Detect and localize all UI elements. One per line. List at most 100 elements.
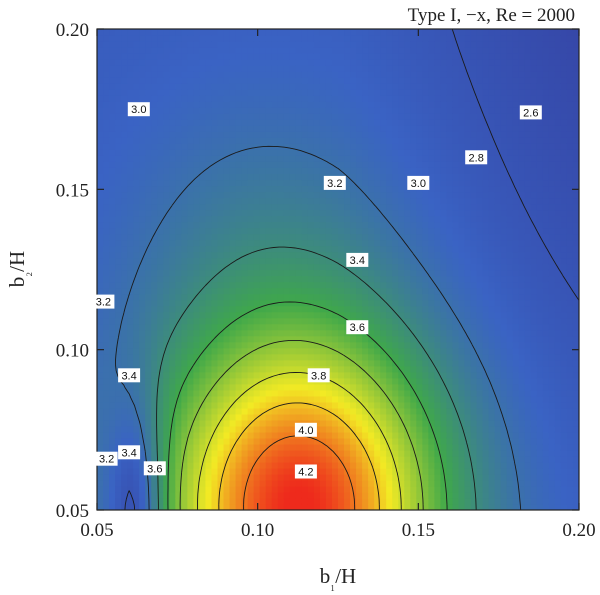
heat-cell (362, 365, 369, 373)
heat-cell (235, 395, 243, 403)
heat-cell (283, 209, 291, 217)
heat-cell (386, 41, 393, 48)
heat-cell (205, 503, 213, 510)
heat-cell (205, 497, 213, 505)
heat-cell (157, 479, 164, 487)
heat-cell (241, 497, 249, 505)
heat-cell (145, 365, 152, 373)
heat-cell (368, 467, 375, 475)
heat-cell (187, 167, 195, 174)
heat-cell (458, 479, 466, 487)
heat-cell (380, 263, 387, 271)
heat-cell (211, 83, 219, 90)
heat-cell (283, 149, 291, 156)
heat-cell (356, 497, 363, 505)
heat-cell (229, 311, 237, 319)
heat-cell (259, 329, 267, 337)
heat-cell (458, 227, 466, 235)
heat-cell (127, 431, 134, 439)
heat-cell (259, 137, 267, 144)
heat-cell (211, 455, 219, 463)
heat-cell (157, 395, 164, 403)
heat-cell (181, 491, 189, 499)
heat-cell (175, 407, 183, 415)
heat-cell (470, 497, 478, 505)
heat-cell (205, 47, 213, 54)
heat-cell (115, 65, 122, 72)
heat-cell (145, 83, 152, 90)
heat-cell (271, 41, 279, 48)
heat-cell (265, 347, 273, 355)
heat-cell (259, 95, 267, 102)
heat-cell (428, 71, 436, 78)
heat-cell (121, 227, 128, 235)
heat-cell (289, 77, 297, 84)
heat-cell (283, 251, 291, 259)
heat-cell (398, 137, 405, 144)
heat-cell (344, 113, 351, 120)
heat-cell (109, 473, 116, 481)
heat-cell (404, 71, 411, 78)
heat-cell (344, 59, 351, 66)
heat-cell (277, 341, 285, 349)
heat-cell (163, 137, 171, 144)
heat-cell (121, 101, 128, 108)
heat-cell (199, 365, 207, 373)
heat-cell (205, 317, 213, 325)
heat-cell (362, 215, 369, 223)
heat-cell (133, 155, 140, 162)
heat-cell (422, 443, 430, 451)
heat-cell (145, 167, 152, 174)
heat-cell (151, 395, 158, 403)
heat-cell (356, 359, 363, 367)
heat-cell (338, 125, 345, 132)
heat-cell (211, 101, 219, 108)
heat-cell (307, 83, 315, 90)
heat-cell (217, 461, 225, 469)
heat-cell (193, 89, 201, 96)
heat-cell (338, 401, 345, 409)
heat-cell (115, 305, 122, 313)
heat-cell (380, 389, 387, 397)
heat-cell (470, 407, 478, 415)
heat-cell (452, 59, 460, 66)
heat-cell (115, 29, 122, 36)
heat-cell (223, 347, 231, 355)
heat-cell (398, 221, 405, 229)
heat-cell (157, 119, 164, 126)
heat-cell (247, 29, 255, 36)
heat-cell (398, 491, 405, 499)
heat-cell (145, 173, 152, 181)
heat-cell (416, 89, 424, 96)
heat-cell (446, 389, 454, 397)
heat-cell (187, 185, 195, 193)
heat-cell (247, 347, 255, 355)
heat-cell (464, 353, 472, 361)
heat-cell (307, 251, 315, 259)
heat-cell (283, 77, 291, 84)
heat-cell (187, 329, 195, 337)
heat-cell (380, 47, 387, 54)
heat-cell (235, 467, 243, 475)
heat-cell (181, 365, 189, 373)
heat-cell (115, 119, 122, 126)
heat-cell (283, 317, 291, 325)
heat-cell (127, 341, 134, 349)
heat-cell (313, 227, 321, 235)
heat-cell (289, 443, 297, 451)
heat-cell (223, 167, 231, 174)
heat-cell (247, 35, 255, 42)
heat-cell (446, 209, 454, 217)
heat-cell (458, 137, 466, 144)
heat-cell (386, 125, 393, 132)
heat-cell (181, 413, 189, 421)
heat-cell (133, 197, 140, 205)
heat-cell (205, 221, 213, 229)
heat-cell (410, 431, 418, 439)
heat-cell (145, 263, 152, 271)
heat-cell (199, 419, 207, 427)
heat-cell (398, 155, 405, 162)
heat-cell (368, 311, 375, 319)
heat-cell (103, 245, 110, 253)
heat-cell (458, 341, 466, 349)
